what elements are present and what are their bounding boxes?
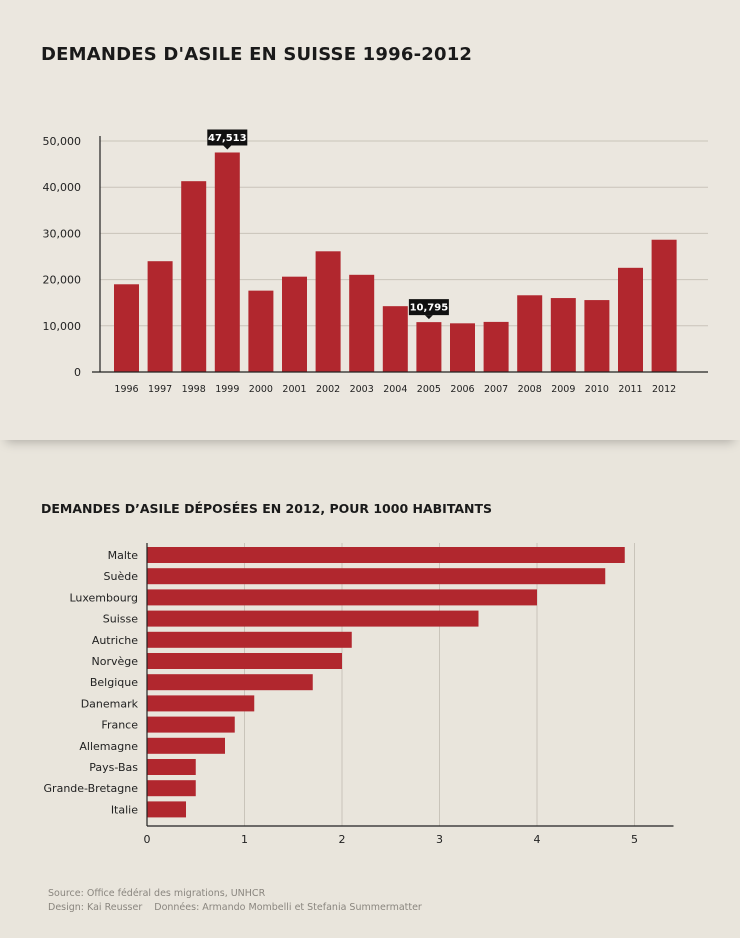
category-label: Norvège	[91, 655, 138, 668]
bar-2005	[416, 322, 442, 372]
x-tick-label: 2010	[585, 384, 609, 395]
chart-subtitle: DEMANDES D’ASILE DÉPOSÉES EN 2012, POUR …	[41, 501, 493, 516]
bar-2011	[618, 267, 643, 372]
x-tick-label: 2005	[417, 384, 441, 395]
bar-luxembourg	[147, 589, 537, 606]
category-label: Autriche	[92, 634, 138, 647]
x-tick-label: 2007	[484, 384, 508, 395]
bar-1998	[181, 181, 207, 372]
bar-2010	[584, 300, 610, 372]
y-tick-label: 10,000	[43, 320, 82, 333]
footer: Source: Office fédéral des migrations, U…	[48, 887, 422, 915]
bar-france	[147, 716, 235, 733]
bar-pays-bas	[147, 759, 196, 775]
x-tick-label: 1998	[182, 384, 206, 395]
bar-2006	[450, 323, 475, 372]
bar-2004	[382, 306, 408, 372]
bar-2003	[349, 274, 375, 372]
bar-2008	[517, 295, 543, 372]
bar-malte	[147, 547, 625, 563]
x-tick-label: 1997	[148, 384, 172, 395]
x-tick-label: 2002	[316, 384, 340, 395]
bar-grande-bretagne	[147, 780, 196, 797]
x-tick-label: 2009	[551, 384, 575, 395]
x-tick-label: 1999	[215, 384, 239, 395]
bar-belgique	[147, 674, 313, 691]
y-tick-label: 30,000	[43, 227, 82, 240]
bar-autriche	[147, 631, 352, 648]
category-label: Luxembourg	[69, 591, 138, 604]
bar-suède	[147, 568, 606, 585]
bar-1999	[214, 152, 240, 372]
category-label: Italie	[111, 803, 138, 816]
x-tick-label: 2006	[450, 384, 474, 395]
x-tick-label: 5	[631, 833, 638, 846]
bar-2009	[550, 298, 576, 372]
category-label: Suisse	[103, 613, 138, 626]
x-tick-label: 2001	[282, 384, 306, 395]
bar-1997	[147, 261, 173, 372]
category-label: Pays-Bas	[89, 761, 138, 774]
x-tick-label: 1996	[114, 384, 138, 395]
bar-2002	[315, 251, 341, 372]
footer-data-credit: Données: Armando Mombelli et Stefania Su…	[154, 902, 422, 913]
x-tick-label: 0	[144, 833, 151, 846]
callout-box	[207, 129, 248, 146]
bar-norvège	[147, 653, 342, 669]
x-tick-label: 2003	[350, 384, 374, 395]
x-tick-label: 2004	[383, 384, 407, 395]
chart-title: DEMANDES D'ASILE EN SUISSE 1996-2012	[41, 44, 473, 65]
y-tick-label: 0	[74, 366, 81, 379]
callout-label: 47,513	[208, 133, 247, 144]
x-tick-label: 2	[339, 833, 346, 846]
bar-danemark	[147, 695, 255, 712]
category-label: Allemagne	[79, 740, 138, 753]
y-tick-label: 20,000	[43, 274, 82, 287]
x-tick-label: 2012	[652, 384, 676, 395]
x-tick-label: 2008	[518, 384, 542, 395]
x-tick-label: 2000	[249, 384, 273, 395]
bar-2000	[248, 290, 274, 372]
y-tick-label: 40,000	[43, 181, 82, 194]
callout-pointer	[223, 145, 232, 150]
bar-italie	[147, 801, 186, 818]
bar-2012	[651, 239, 677, 372]
footer-design: Design: Kai Reusser	[48, 902, 143, 913]
bar-2001	[282, 276, 307, 372]
x-tick-label: 2011	[618, 384, 642, 395]
bar-suisse	[147, 610, 479, 627]
footer-source: Source: Office fédéral des migrations, U…	[48, 888, 266, 899]
category-label: France	[101, 719, 138, 732]
category-label: Belgique	[90, 676, 138, 689]
category-label: Danemark	[81, 697, 139, 710]
category-label: Suède	[104, 570, 139, 583]
callout-box	[408, 299, 449, 316]
x-tick-label: 3	[436, 833, 443, 846]
x-tick-label: 4	[534, 833, 541, 846]
bar-2007	[483, 321, 509, 372]
category-label: Malte	[108, 549, 139, 562]
callout-pointer	[424, 315, 433, 320]
y-tick-label: 50,000	[43, 135, 82, 148]
annual-asylum-bar-chart: 0 10,000 20,000 30,000 40,000 50,000 1996 1997 1…	[43, 129, 708, 395]
category-label: Grande-Bretagne	[44, 782, 139, 795]
bar-allemagne	[147, 737, 225, 754]
x-tick-label: 1	[241, 833, 248, 846]
per-capita-bar-chart: 0 1 2 3 4 5 Malte Suède Luxembourg Suisse Autriche…	[44, 543, 674, 846]
callout-label: 10,795	[410, 303, 449, 314]
bar-1996	[114, 284, 139, 372]
